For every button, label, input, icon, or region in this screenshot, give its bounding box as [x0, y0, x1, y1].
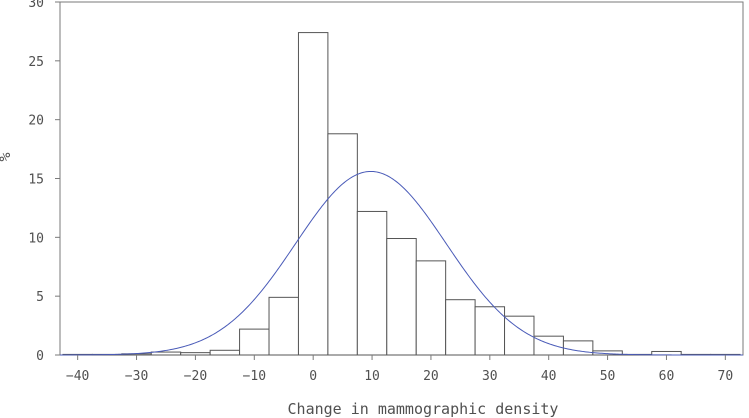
- histogram-bar: [386, 238, 417, 356]
- histogram-bar: [415, 260, 447, 356]
- x-axis: −40 −30 −20 −10 0 10 20 30 40 50 60 70: [66, 355, 733, 384]
- histogram-bar: [474, 306, 506, 356]
- histogram-bar: [180, 352, 211, 356]
- histogram-bar: [239, 328, 270, 356]
- x-tick-label: 60: [659, 369, 675, 384]
- normal-density-curve: [60, 170, 743, 356]
- x-tick-label: 40: [541, 369, 557, 384]
- histogram-bar: [297, 32, 329, 356]
- y-tick-label: 20: [28, 114, 44, 129]
- y-tick-label: 25: [28, 55, 44, 70]
- x-tick-label: −30: [125, 369, 148, 384]
- y-tick-label: 10: [28, 231, 44, 246]
- y-axis: 0 5 10 15 20 25 30: [28, 0, 60, 364]
- histogram-bar: [445, 299, 476, 356]
- x-tick-label: 0: [309, 369, 317, 384]
- x-tick-label: −20: [184, 369, 207, 384]
- y-tick-label: 0: [36, 349, 44, 364]
- x-tick-label: −10: [243, 369, 266, 384]
- x-tick-label: 50: [600, 369, 616, 384]
- histogram-bar: [504, 315, 535, 356]
- y-tick-label: 15: [28, 173, 44, 188]
- y-tick-label: 30: [28, 0, 44, 11]
- x-tick-label: 20: [423, 369, 439, 384]
- x-tick-label: 30: [482, 369, 498, 384]
- x-tick-label: 10: [364, 369, 380, 384]
- histogram-bar: [268, 296, 299, 356]
- x-tick-label: −40: [66, 369, 89, 384]
- x-tick-label: 70: [718, 369, 734, 384]
- y-axis-label: %: [0, 152, 14, 161]
- histogram-bar: [356, 210, 388, 356]
- histogram-bars: [62, 32, 741, 356]
- y-tick-label: 5: [36, 290, 44, 305]
- x-axis-label: Change in mammographic density: [288, 400, 559, 418]
- histogram-bar: [562, 340, 594, 356]
- histogram-bar: [209, 349, 241, 356]
- histogram-bar: [150, 351, 182, 356]
- histogram-bar: [327, 133, 358, 356]
